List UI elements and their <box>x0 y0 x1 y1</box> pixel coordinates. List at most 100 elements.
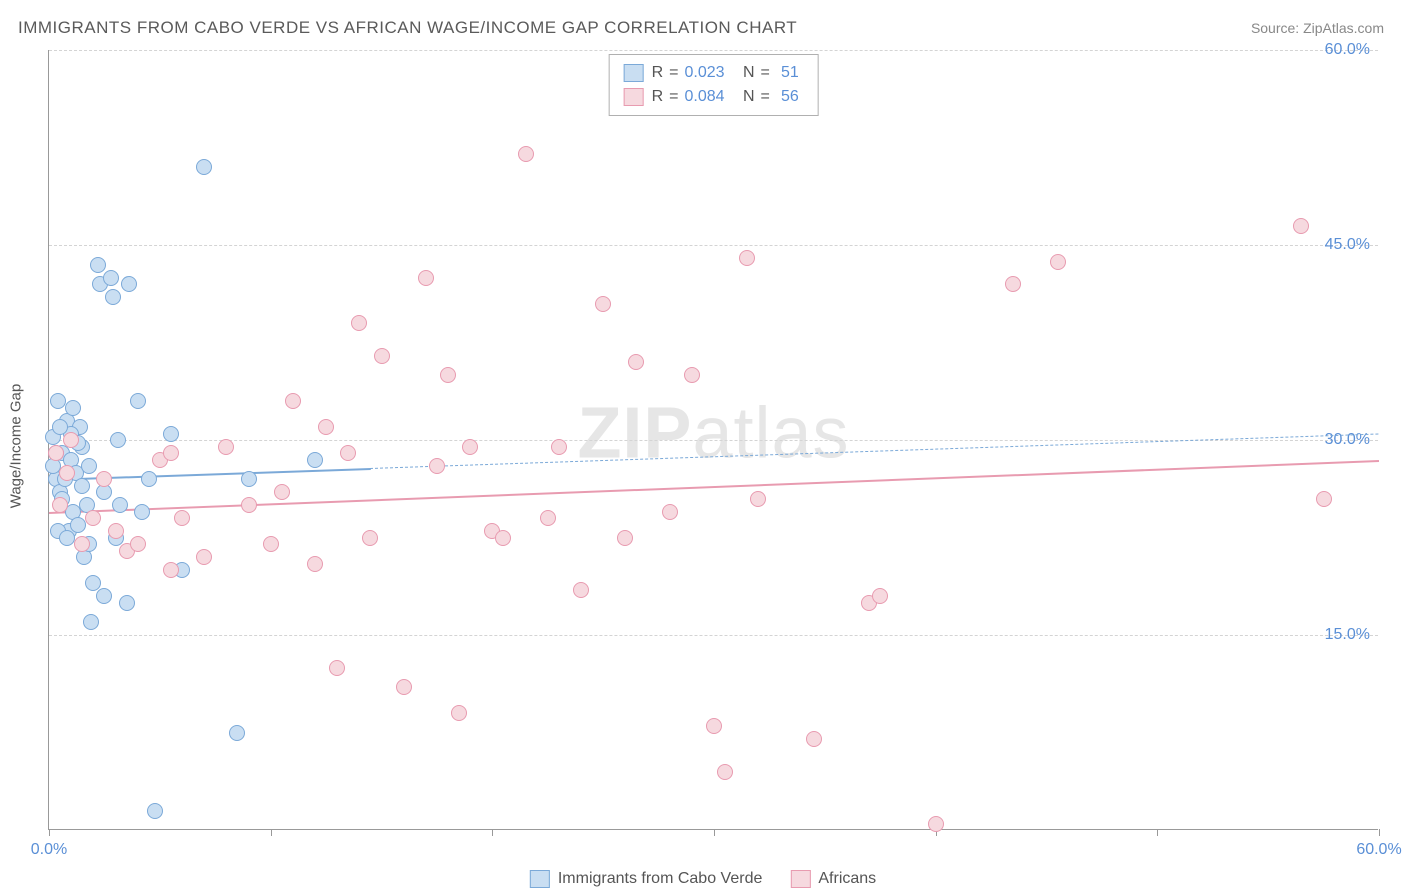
data-point <box>274 484 290 500</box>
stats-row: R=0.023N=51 <box>623 61 804 85</box>
data-point <box>351 315 367 331</box>
y-tick-label: 15.0% <box>1325 626 1370 644</box>
data-point <box>1005 276 1021 292</box>
n-label: N <box>741 61 755 85</box>
x-tick <box>714 829 715 836</box>
data-point <box>70 517 86 533</box>
legend-swatch <box>623 88 643 106</box>
data-point <box>85 510 101 526</box>
data-point <box>50 393 66 409</box>
data-point <box>163 445 179 461</box>
data-point <box>750 491 766 507</box>
data-point <box>706 718 722 734</box>
x-tick-label: 60.0% <box>1356 841 1401 859</box>
data-point <box>96 588 112 604</box>
data-point <box>81 458 97 474</box>
data-point <box>928 816 944 832</box>
watermark: ZIPatlas <box>577 392 849 474</box>
x-tick <box>1157 829 1158 836</box>
data-point <box>329 660 345 676</box>
data-point <box>90 257 106 273</box>
data-point <box>551 439 567 455</box>
eq: = <box>669 85 678 109</box>
data-point <box>112 497 128 513</box>
data-point <box>147 803 163 819</box>
eq: = <box>761 61 770 85</box>
data-point <box>52 497 68 513</box>
data-point <box>739 250 755 266</box>
data-point <box>163 426 179 442</box>
stats-row: R=0.084N=56 <box>623 85 804 109</box>
data-point <box>362 530 378 546</box>
data-point <box>108 523 124 539</box>
data-point <box>495 530 511 546</box>
data-point <box>1050 254 1066 270</box>
data-point <box>65 400 81 416</box>
source-label: Source: <box>1251 20 1299 36</box>
data-point <box>74 536 90 552</box>
data-point <box>103 270 119 286</box>
y-axis-label: Wage/Income Gap <box>8 384 25 509</box>
data-point <box>59 530 75 546</box>
data-point <box>617 530 633 546</box>
data-point <box>110 432 126 448</box>
r-label: R <box>649 85 663 109</box>
data-point <box>396 679 412 695</box>
r-value: 0.084 <box>685 85 735 109</box>
data-point <box>595 296 611 312</box>
stats-legend: R=0.023N=51R=0.084N=56 <box>608 54 819 116</box>
data-point <box>196 159 212 175</box>
data-point <box>218 439 234 455</box>
x-tick <box>492 829 493 836</box>
data-point <box>307 452 323 468</box>
legend-item: Africans <box>790 870 876 888</box>
data-point <box>263 536 279 552</box>
x-tick <box>1379 829 1380 836</box>
data-point <box>196 549 212 565</box>
data-point <box>518 146 534 162</box>
data-point <box>806 731 822 747</box>
trend-line <box>370 433 1379 469</box>
data-point <box>451 705 467 721</box>
data-point <box>418 270 434 286</box>
data-point <box>462 439 478 455</box>
data-point <box>121 276 137 292</box>
r-label: R <box>649 61 663 85</box>
source-attribution: Source: ZipAtlas.com <box>1251 20 1384 36</box>
data-point <box>573 582 589 598</box>
gridline <box>49 635 1378 636</box>
gridline <box>49 245 1378 246</box>
n-value: 56 <box>776 85 804 109</box>
y-tick-label: 45.0% <box>1325 236 1370 254</box>
data-point <box>307 556 323 572</box>
watermark-atlas: atlas <box>692 393 849 473</box>
data-point <box>662 504 678 520</box>
data-point <box>1316 491 1332 507</box>
source-name: ZipAtlas.com <box>1303 20 1384 36</box>
data-point <box>105 289 121 305</box>
data-point <box>872 588 888 604</box>
data-point <box>429 458 445 474</box>
eq: = <box>761 85 770 109</box>
bottom-legend: Immigrants from Cabo Verde Africans <box>530 870 876 888</box>
data-point <box>130 393 146 409</box>
data-point <box>141 471 157 487</box>
data-point <box>540 510 556 526</box>
data-point <box>229 725 245 741</box>
data-point <box>318 419 334 435</box>
x-tick-label: 0.0% <box>31 841 67 859</box>
legend-label: Immigrants from Cabo Verde <box>558 870 763 888</box>
x-tick <box>49 829 50 836</box>
chart-title: IMMIGRANTS FROM CABO VERDE VS AFRICAN WA… <box>18 18 797 38</box>
n-value: 51 <box>776 61 804 85</box>
data-point <box>119 595 135 611</box>
data-point <box>374 348 390 364</box>
legend-swatch <box>530 870 550 888</box>
legend-swatch <box>623 64 643 82</box>
data-point <box>241 497 257 513</box>
data-point <box>130 536 146 552</box>
r-value: 0.023 <box>685 61 735 85</box>
data-point <box>285 393 301 409</box>
data-point <box>340 445 356 461</box>
gridline <box>49 50 1378 51</box>
